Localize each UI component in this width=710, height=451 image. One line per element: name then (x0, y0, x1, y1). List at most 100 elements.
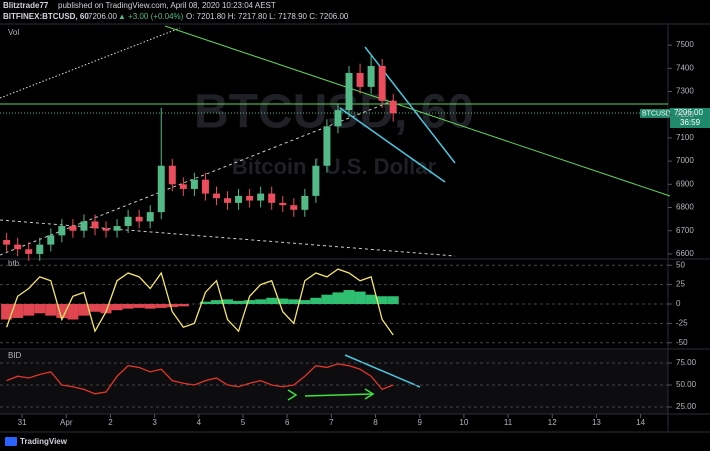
x-tick-label: 9 (417, 418, 422, 427)
histogram-bar (343, 290, 355, 304)
candle-body (279, 202, 287, 206)
x-tick-label: 13 (592, 418, 601, 427)
histogram-bar (233, 300, 245, 304)
histogram-bar (1, 304, 13, 320)
candle-body (58, 226, 66, 236)
x-tick-label: 2 (108, 418, 113, 427)
y-tick-label: 7400 (676, 63, 694, 72)
symbol-badge (640, 109, 670, 118)
x-tick-label: 6 (285, 418, 290, 427)
candle-body (235, 195, 243, 203)
candle-body (246, 195, 254, 201)
histogram-bar (321, 294, 333, 304)
price-badge-price: 7206.00 (674, 108, 703, 117)
brand: TradingView (20, 437, 68, 446)
histogram-bar (277, 298, 289, 304)
watermark-symbol: BTCUSD, 60 (194, 86, 474, 139)
y-tick-label: 6900 (676, 179, 694, 188)
candle-body (69, 226, 77, 231)
candle-body (3, 239, 11, 245)
histogram-bar (244, 300, 256, 304)
histogram-bar (133, 304, 145, 308)
watermark-description: Bitcoin / U.S. Dollar (232, 154, 437, 179)
pane-borders (0, 23, 710, 433)
pane-label: btb (8, 259, 20, 268)
indicator-line (6, 268, 394, 336)
histogram-bar (387, 296, 399, 304)
candle-body (290, 205, 298, 210)
logo (5, 437, 17, 446)
candle-body (345, 72, 353, 111)
histogram-bar (199, 301, 211, 304)
candle-body (102, 228, 110, 231)
histogram-bar (365, 294, 377, 304)
histogram-bar (45, 304, 57, 316)
y-tick-label: 7300 (676, 87, 694, 96)
candle-body (212, 193, 220, 199)
change: ▲ +3.00 (+0.04%) (118, 12, 184, 21)
y-tick-label: 75.00 (676, 358, 697, 367)
bid-pane-bg (0, 350, 668, 414)
candle-body (36, 244, 44, 254)
histogram-bar (23, 304, 35, 316)
histogram-bar (310, 297, 322, 304)
y-tick-label: 25 (676, 280, 685, 289)
candle-body (14, 244, 22, 250)
histogram-bar (34, 304, 46, 314)
pane-label: Vol (8, 28, 19, 37)
candle-body (257, 193, 265, 201)
candle-body (146, 212, 154, 222)
histogram-bar (332, 292, 344, 304)
y-tick-label: 6800 (676, 203, 694, 212)
histogram-bar (210, 300, 223, 304)
x-tick-label: 10 (459, 418, 468, 427)
candle-body (157, 165, 165, 213)
histogram-bar (89, 304, 101, 312)
histogram-bar (376, 296, 388, 304)
indicator-line (6, 363, 394, 395)
x-tick-label: 4 (197, 418, 202, 427)
x-tick-label: 11 (504, 418, 513, 427)
candle-body (334, 110, 342, 127)
symbol: BITFINEX:BTCUSD, 60 (3, 12, 89, 21)
symbol-badge-text: BTCUSD (642, 110, 671, 117)
x-tick-label: 3 (152, 418, 157, 427)
histogram-bar (56, 304, 68, 318)
candle-body (378, 65, 386, 101)
candle-body (25, 249, 33, 254)
candle-body (268, 193, 276, 203)
histogram-bar (288, 299, 300, 304)
histogram-bar (144, 304, 156, 309)
candle-body (224, 198, 232, 203)
candle-body (179, 184, 187, 189)
histogram-bar (122, 304, 134, 309)
y-tick-label: 50 (676, 260, 685, 269)
candle-body (356, 72, 364, 87)
candle-body (91, 221, 99, 229)
y-tick-label: 7100 (676, 133, 694, 142)
y-tick-label: -25 (676, 319, 688, 328)
y-tick-label: 0 (676, 299, 681, 308)
y-tick-label: 50.00 (676, 380, 697, 389)
y-tick-label: 7500 (676, 40, 694, 49)
candle-body (47, 235, 55, 245)
candle-body (80, 221, 88, 231)
histogram-bar (78, 304, 90, 316)
price-badge-countdown: 36:59 (680, 118, 701, 127)
candle-body (301, 195, 309, 210)
pane-label: BID (8, 351, 22, 360)
histogram-bar (222, 299, 234, 304)
histogram-bar (100, 304, 112, 314)
histogram-bar (111, 304, 123, 311)
histogram-bar (155, 304, 167, 308)
y-tick-label: 25.00 (676, 402, 697, 411)
histogram-bar (67, 304, 79, 320)
candle-body (389, 100, 397, 114)
x-tick-label: 31 (18, 418, 27, 427)
candle-body (113, 226, 121, 231)
price-badge (670, 108, 710, 128)
x-tick-label: 5 (241, 418, 246, 427)
y-tick-label: 6600 (676, 249, 694, 258)
histogram-bar (266, 297, 278, 304)
candle-body (201, 179, 209, 194)
